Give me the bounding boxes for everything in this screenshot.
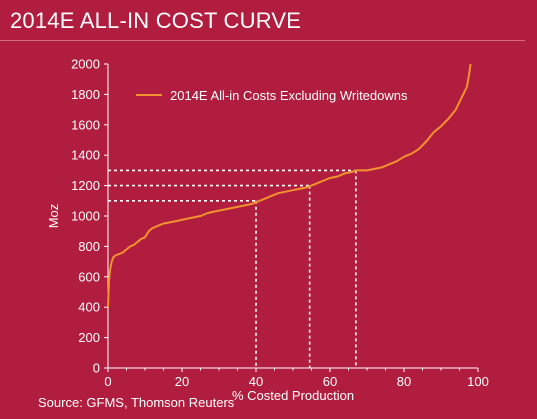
title-divider [0,40,525,41]
y-tick-label: 2000 [71,57,100,72]
y-tick-label: 600 [78,269,100,284]
y-axis-title: Moz [46,204,61,229]
reference-guides [108,169,357,368]
y-tick-label: 1600 [71,117,100,132]
y-tick-label: 1000 [71,209,100,224]
source-note: Source: GFMS, Thomson Reuters [38,395,235,410]
y-tick-label: 400 [78,300,100,315]
legend: 2014E All-in Costs Excluding Writedowns [136,88,408,103]
x-tick-label: 0 [104,374,111,389]
x-tick-label: 100 [467,374,489,389]
y-tick-label: 1400 [71,148,100,163]
y-tick-label: 1800 [71,87,100,102]
y-tick-label: 1200 [71,178,100,193]
x-tick-label: 20 [175,374,189,389]
axis-ticks: 0 200 400 600 800 1000 1200 1400 1600 1800 2000 0 20… [71,57,489,390]
x-tick-label: 80 [397,374,411,389]
series-line [107,63,472,308]
y-tick-label: 800 [78,239,100,254]
x-axis-title: % Costed Production [232,388,354,403]
series-layer [107,63,472,308]
x-tick-label: 40 [249,374,263,389]
y-tick-label: 0 [93,361,100,376]
legend-label: 2014E All-in Costs Excluding Writedowns [170,88,408,103]
y-tick-label: 200 [78,330,100,345]
x-tick-label: 60 [323,374,337,389]
chart-axes [107,64,478,369]
chart-title: 2014E ALL-IN COST CURVE [10,8,302,33]
